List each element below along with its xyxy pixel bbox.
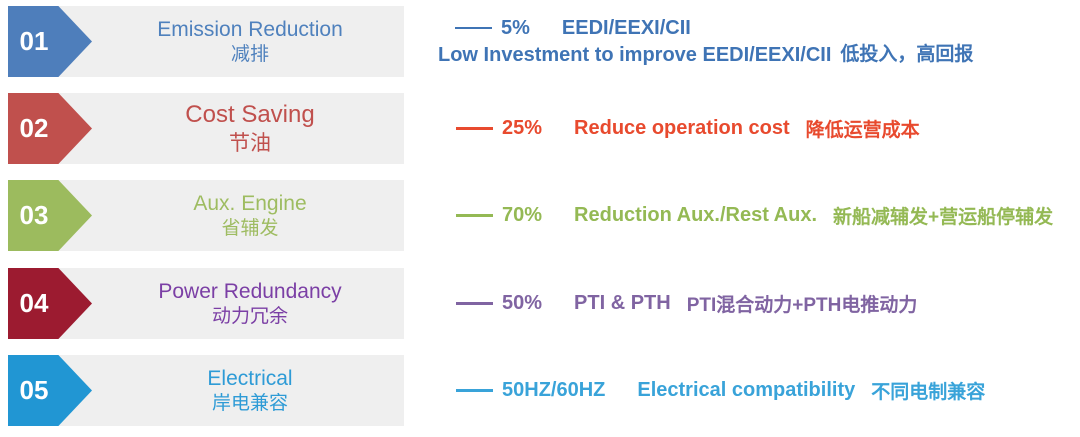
feature-title-en: Aux. Engine <box>193 191 307 215</box>
step-number: 01 <box>19 26 49 56</box>
feature-title-en: Cost Saving <box>185 100 315 128</box>
dash-marker-icon <box>456 214 493 217</box>
feature-titles: Emission Reduction 减排 <box>96 6 404 77</box>
detail-line-1: 5% EEDI/EEXI/CII <box>438 16 691 41</box>
detail-sub-zh: 低投入，高回报 <box>840 44 974 66</box>
feature-title-zh: 节油 <box>229 132 271 156</box>
feature-title-en: Power Redundancy <box>158 279 342 303</box>
metric-value: 5% <box>501 16 530 39</box>
dash-marker-icon <box>456 302 493 305</box>
feature-title-zh: 减排 <box>230 43 269 65</box>
feature-title-en: Electrical <box>207 366 293 390</box>
feature-detail: 50HZ/60HZ Electrical compatibility 不同电制兼… <box>456 355 985 426</box>
feature-title-en: Emission Reduction <box>157 17 343 41</box>
metric-value: 50HZ/60HZ <box>502 379 606 401</box>
feature-title-zh: 岸电兼容 <box>211 392 288 414</box>
dash-marker-icon <box>456 127 493 130</box>
detail-label-en: Reduction Aux./Rest Aux. <box>574 204 818 226</box>
detail-label-en: Electrical compatibility <box>637 379 856 401</box>
feature-row-power-redundancy: 04 Power Redundancy 动力冗余 50% PTI & PTH P… <box>0 268 1080 339</box>
feature-detail: 50% PTI & PTH PTI混合动力+PTH电推动力 <box>456 268 917 339</box>
detail-label-en: Reduce operation cost <box>574 117 790 139</box>
step-number: 04 <box>19 288 49 318</box>
step-number: 02 <box>19 113 49 143</box>
detail-label-zh: 不同电制兼容 <box>871 382 986 403</box>
detail-sub-en: Low Investment to improve EEDI/EEXI/CII <box>438 43 832 66</box>
detail-line-2: Low Investment to improve EEDI/EEXI/CII … <box>438 43 973 68</box>
feature-title-zh: 省辅发 <box>221 217 279 239</box>
feature-titles: Electrical 岸电兼容 <box>96 355 404 426</box>
feature-detail: 70% Reduction Aux./Rest Aux. 新船减辅发+营运船停辅… <box>456 180 1053 251</box>
step-number: 05 <box>19 375 49 405</box>
feature-row-emission-reduction: 01 Emission Reduction 减排 5% EEDI/EEXI/CI… <box>0 6 1080 77</box>
detail-label-zh: 降低运营成本 <box>805 120 920 141</box>
metric-value: 50% <box>502 292 543 314</box>
detail-label-zh: 新船减辅发+营运船停辅发 <box>833 207 1054 228</box>
feature-title-zh: 动力冗余 <box>211 305 288 327</box>
feature-titles: Power Redundancy 动力冗余 <box>96 268 404 339</box>
metric-value: 70% <box>502 204 543 226</box>
feature-row-aux-engine: 03 Aux. Engine 省辅发 70% Reduction Aux./Re… <box>0 180 1080 251</box>
dash-marker-icon <box>456 389 493 392</box>
feature-detail: 5% EEDI/EEXI/CII Low Investment to impro… <box>438 6 973 77</box>
feature-titles: Aux. Engine 省辅发 <box>96 180 404 251</box>
detail-label-en: EEDI/EEXI/CII <box>561 16 691 39</box>
metric-value: 25% <box>502 117 543 139</box>
feature-titles: Cost Saving 节油 <box>96 93 404 164</box>
step-number: 03 <box>19 200 49 230</box>
feature-detail: 25% Reduce operation cost 降低运营成本 <box>456 93 920 164</box>
feature-row-cost-saving: 02 Cost Saving 节油 25% Reduce operation c… <box>0 93 1080 164</box>
detail-label-zh: PTI混合动力+PTH电推动力 <box>686 295 918 316</box>
feature-row-electrical: 05 Electrical 岸电兼容 50HZ/60HZ Electrical … <box>0 355 1080 426</box>
detail-label-en: PTI & PTH <box>574 292 671 314</box>
dash-marker-icon <box>455 27 492 29</box>
